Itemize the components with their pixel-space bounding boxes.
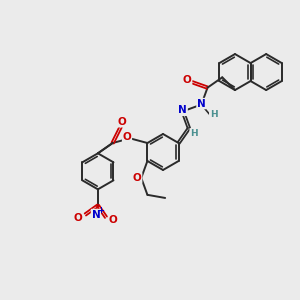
Text: H: H [210, 110, 217, 119]
Text: O: O [109, 215, 117, 225]
Text: O: O [183, 75, 192, 85]
Text: H: H [190, 129, 198, 138]
Text: O: O [133, 173, 142, 183]
Text: N: N [178, 105, 187, 115]
Text: O: O [117, 117, 126, 127]
Text: N: N [92, 209, 100, 220]
Text: O: O [123, 132, 131, 142]
Text: +: + [98, 206, 104, 215]
Text: O: O [74, 212, 83, 223]
Text: N: N [197, 99, 206, 109]
